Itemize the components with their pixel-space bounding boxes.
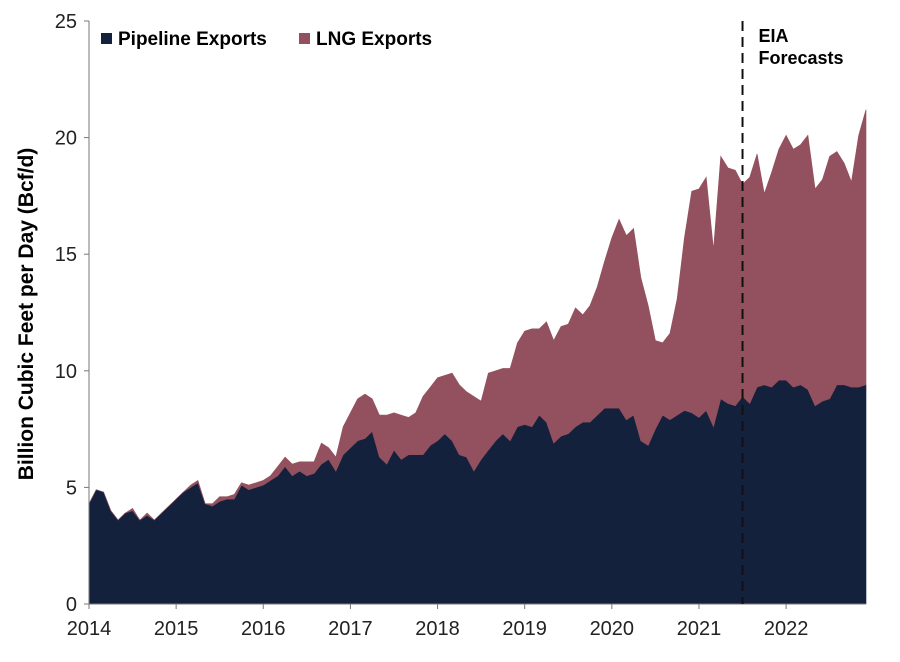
- y-tick-label: 10: [55, 361, 77, 383]
- x-tick-label: 2014: [67, 618, 112, 640]
- y-tick-label: 5: [66, 477, 77, 499]
- forecast-label: Forecasts: [759, 48, 844, 68]
- area-series-lng-exports: [88, 109, 867, 521]
- forecast-label: EIA: [759, 26, 789, 46]
- plot-area: [88, 109, 867, 605]
- x-tick-label: 2020: [590, 618, 635, 640]
- legend-swatch: [101, 33, 112, 44]
- x-tick-label: 2019: [502, 618, 547, 640]
- legend-label: LNG Exports: [316, 29, 432, 50]
- x-tick-label: 2015: [154, 618, 199, 640]
- y-tick-label: 25: [55, 11, 77, 33]
- axes: 0 5 10 15 20 25 2014 2015 2016 2017 2018 2019 2020 20…: [55, 11, 866, 640]
- legend-swatch: [299, 33, 310, 44]
- legend: Pipeline Exports LNG Exports: [101, 29, 432, 50]
- legend-label: Pipeline Exports: [118, 29, 267, 50]
- y-tick-label: 20: [55, 128, 77, 150]
- y-axis-label: Billion Cubic Feet per Day (Bcf/d): [15, 148, 38, 481]
- x-tick-label: 2022: [764, 618, 809, 640]
- y-tick-label: 0: [66, 594, 77, 616]
- y-tick-label: 15: [55, 244, 77, 266]
- x-tick-label: 2018: [415, 618, 460, 640]
- x-tick-label: 2017: [328, 618, 373, 640]
- x-tick-label: 2016: [241, 618, 286, 640]
- x-tick-label: 2021: [677, 618, 722, 640]
